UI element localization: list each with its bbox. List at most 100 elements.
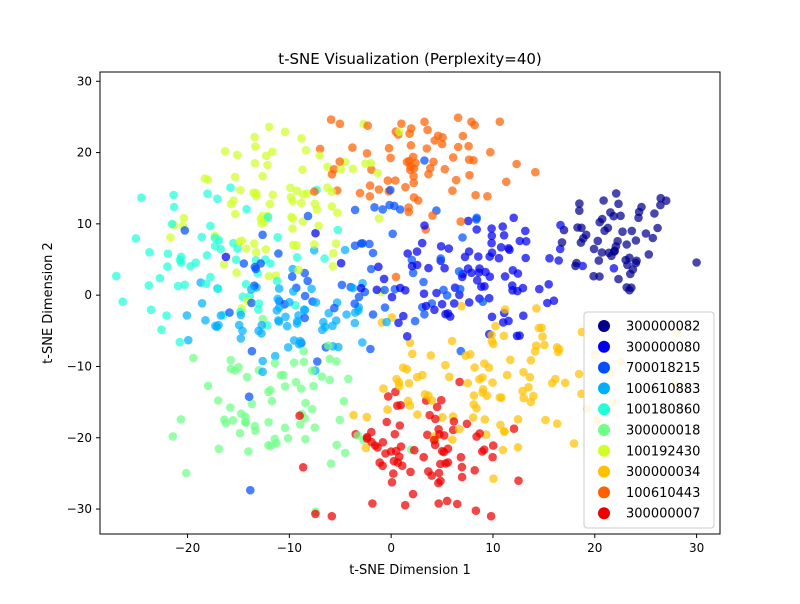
data-point (270, 358, 280, 368)
legend-label: 100192430 (626, 444, 700, 459)
data-point (487, 224, 496, 233)
data-point (489, 474, 498, 484)
data-point (518, 386, 527, 396)
data-point (239, 259, 249, 268)
data-point (491, 321, 500, 331)
data-point (391, 272, 401, 282)
data-point (410, 316, 420, 326)
data-point (449, 299, 459, 308)
data-point (448, 435, 457, 444)
data-point (430, 305, 439, 315)
data-point (276, 370, 286, 380)
data-point (410, 445, 419, 455)
data-point (540, 340, 549, 350)
data-point (214, 320, 223, 330)
data-point (515, 236, 525, 246)
data-point (307, 284, 316, 294)
data-point (386, 153, 395, 163)
data-point (467, 268, 476, 278)
data-point (632, 256, 641, 266)
data-point (337, 280, 347, 290)
data-point (420, 156, 429, 165)
x-axis-ticks: −20 −10 0 10 20 30 (175, 534, 704, 555)
data-point (226, 183, 235, 192)
data-point (479, 445, 489, 455)
data-point (336, 165, 346, 174)
data-point (314, 221, 323, 231)
data-point (434, 499, 444, 508)
data-point (244, 392, 254, 402)
data-point (441, 360, 450, 370)
data-point (444, 372, 454, 382)
data-point (335, 415, 345, 425)
data-point (613, 236, 622, 246)
data-point (242, 244, 251, 253)
data-point (454, 267, 464, 276)
data-point (406, 467, 415, 477)
data-point (268, 147, 277, 156)
data-point (441, 309, 450, 319)
data-point (455, 284, 465, 294)
data-point (340, 245, 350, 255)
data-point (621, 255, 630, 265)
data-point (424, 263, 433, 273)
legend-label: 300000080 (626, 340, 700, 355)
data-point (374, 262, 383, 272)
data-point (465, 170, 474, 180)
data-point (581, 230, 591, 240)
data-point (498, 318, 508, 327)
data-point (480, 415, 490, 424)
data-point (418, 370, 427, 380)
data-point (519, 311, 528, 321)
data-point (472, 213, 482, 223)
data-point (496, 243, 506, 252)
data-point (335, 157, 345, 166)
data-point (175, 337, 185, 347)
data-point (518, 283, 528, 293)
data-point (311, 228, 320, 238)
data-point (342, 310, 351, 319)
data-point (487, 337, 497, 346)
data-point (274, 249, 283, 258)
data-point (287, 212, 296, 222)
data-point (397, 461, 407, 471)
data-point (405, 401, 415, 410)
data-point (295, 420, 305, 429)
data-point (273, 233, 283, 242)
data-point (315, 151, 324, 160)
data-point (333, 208, 342, 217)
data-point (457, 301, 466, 311)
data-point (432, 288, 441, 298)
data-point (295, 411, 304, 421)
data-point (326, 115, 336, 124)
data-point (361, 159, 370, 168)
data-point (299, 190, 308, 199)
data-point (310, 423, 320, 432)
data-point (434, 468, 444, 478)
data-point (578, 261, 587, 271)
data-point (294, 265, 303, 275)
x-tick-label: 20 (587, 541, 602, 555)
data-point (469, 391, 479, 400)
data-point (595, 217, 604, 227)
data-point (456, 217, 466, 226)
data-point (495, 393, 505, 402)
data-point (168, 432, 178, 441)
legend-label: 300000007 (626, 507, 700, 522)
data-point (131, 234, 141, 243)
data-point (401, 286, 410, 295)
data-point (483, 192, 492, 201)
data-point (354, 292, 364, 302)
data-point (448, 186, 457, 195)
data-point (368, 248, 378, 258)
data-point (324, 341, 333, 350)
data-point (471, 506, 481, 515)
data-point (298, 217, 308, 226)
data-point (350, 205, 360, 215)
data-point (389, 469, 398, 478)
data-point (447, 336, 457, 346)
data-point (303, 211, 313, 221)
legend-marker (598, 320, 610, 332)
data-point (112, 271, 121, 281)
